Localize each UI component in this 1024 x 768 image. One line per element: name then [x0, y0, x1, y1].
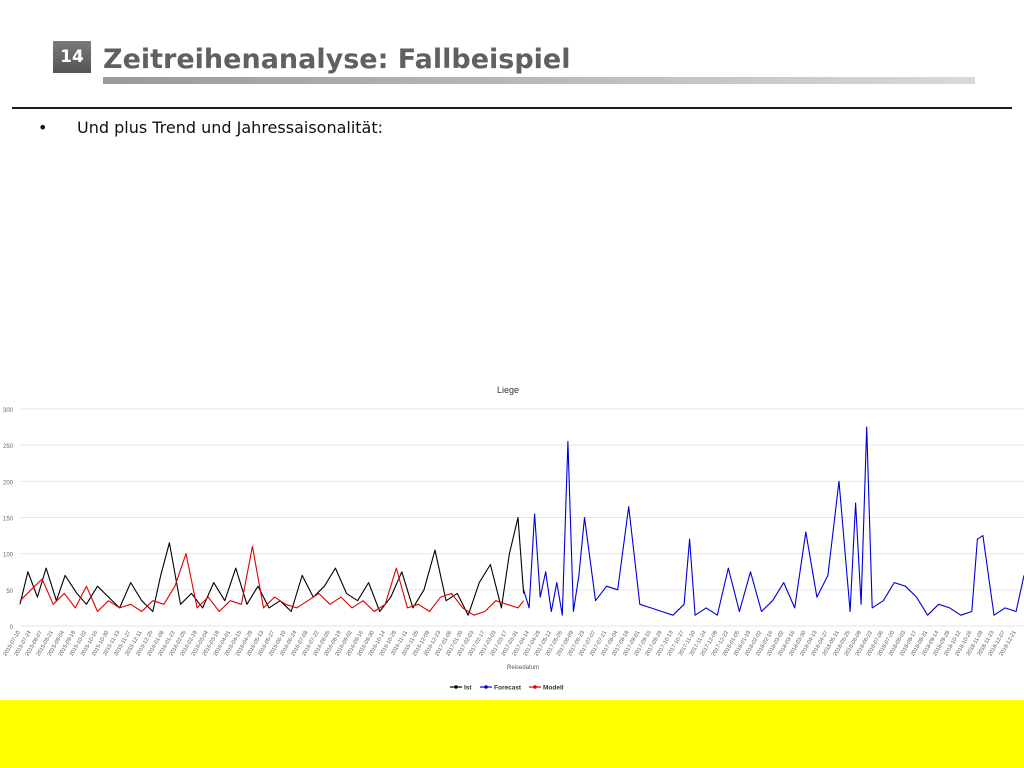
- title-underline: [103, 77, 975, 84]
- header-divider: [12, 107, 1012, 109]
- bullet-icon: •: [38, 118, 48, 137]
- y-tick-label: 250: [3, 444, 14, 450]
- chart-container: Liege 0 50 100 150 200 250 300 2015-07-10 2015-07…: [0, 380, 1024, 698]
- y-tick-label: 100: [3, 553, 14, 559]
- legend-label-modell: Modell: [543, 685, 564, 692]
- slide-title: Zeitreihenanalyse: Fallbeispiel: [103, 44, 571, 75]
- y-tick-label: 300: [3, 408, 14, 414]
- y-tick-label: 0: [10, 625, 14, 631]
- series-line-modell: [19, 545, 525, 616]
- legend-label-ist: Ist: [464, 685, 472, 692]
- line-chart: Liege0501001502002503002015-07-102015-07…: [2, 385, 1024, 692]
- y-tick-label: 50: [6, 589, 13, 595]
- series-line-ist: [19, 516, 525, 616]
- legend-marker-ist: [454, 685, 458, 689]
- footer-bar: [0, 700, 1024, 768]
- y-tick-label: 150: [3, 517, 14, 523]
- legend-label-forecast: Forecast: [494, 685, 522, 692]
- series-line-forecast: [523, 426, 1024, 616]
- legend-marker-forecast: [484, 685, 488, 689]
- legend-marker-modell: [533, 685, 537, 689]
- slide-number: 14: [53, 41, 91, 73]
- y-tick-label: 200: [3, 480, 14, 486]
- chart-title: Liege: [497, 385, 519, 395]
- x-axis-label: Reisedatum: [507, 665, 539, 671]
- bullet-text: Und plus Trend und Jahressaisonalität:: [77, 118, 384, 137]
